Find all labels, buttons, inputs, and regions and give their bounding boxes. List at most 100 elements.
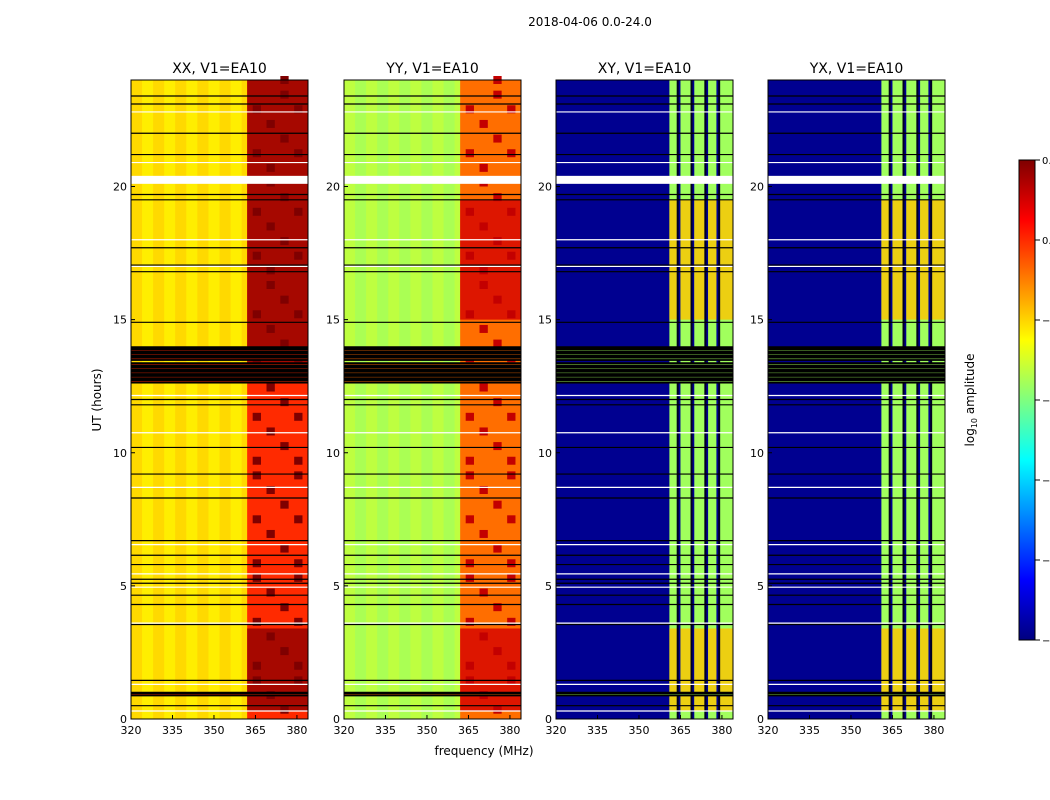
y-tick-label: 20 [326, 181, 340, 194]
rfi-speckle [252, 149, 261, 158]
rfi-band-bright [920, 628, 929, 712]
rfi-speckle [252, 251, 261, 260]
rfi-speckle [493, 237, 502, 246]
x-tick-label: 350 [840, 724, 861, 737]
x-tick-label: 380 [286, 724, 307, 737]
rfi-speckle [493, 295, 502, 304]
y-tick-label: 0 [120, 713, 127, 726]
flagged-time-block [344, 175, 521, 184]
rfi-speckle [280, 295, 289, 304]
rfi-speckle [465, 471, 474, 480]
rfi-speckle [252, 661, 261, 670]
y-tick-label: 10 [326, 447, 340, 460]
rfi-speckle [507, 661, 516, 670]
rfi-speckle [280, 339, 289, 348]
rfi-speckle [280, 500, 289, 509]
rfi-speckle [266, 281, 275, 290]
rfi-speckle [294, 617, 303, 626]
rfi-band-bright [881, 628, 890, 712]
rfi-speckle [294, 661, 303, 670]
flagged-time-block [556, 175, 733, 184]
panel-title: XX, V1=EA10 [172, 61, 267, 77]
rfi-speckle [465, 617, 474, 626]
axes-frame [343, 79, 522, 720]
rfi-speckle [294, 310, 303, 319]
flagged-time-block [131, 175, 308, 184]
colorbar-gradient [1018, 159, 1036, 641]
y-tick-label: 0 [545, 713, 552, 726]
rfi-speckle [493, 339, 502, 348]
rfi-speckle [465, 515, 474, 524]
y-tick-label: 10 [113, 447, 127, 460]
y-tick-label: 10 [538, 447, 552, 460]
x-tick-label: 380 [499, 724, 520, 737]
rfi-band-bright [931, 628, 945, 712]
rfi-speckle [252, 456, 261, 465]
rfi-speckle [294, 456, 303, 465]
x-tick-label: 365 [882, 724, 903, 737]
colorbar-tick-label: −2.5 [1042, 636, 1050, 647]
rfi-speckle [493, 500, 502, 509]
y-tick-label: 5 [333, 580, 340, 593]
flagged-time-block [768, 346, 945, 361]
colorbar-tick-label: −0.5 [1042, 316, 1050, 327]
y-tick-label: 20 [113, 181, 127, 194]
x-tick-label: 335 [587, 724, 608, 737]
heatmap-panel: YY, V1=EA10 320 335 350 365 380 0 5 10 15 20 [326, 61, 522, 737]
flagged-time-block [768, 175, 945, 184]
y-tick-label: 5 [545, 580, 552, 593]
rfi-speckle [252, 515, 261, 524]
rfi-speckle [507, 251, 516, 260]
rfi-speckle [479, 222, 488, 231]
rfi-speckle [266, 222, 275, 231]
rfi-speckle [280, 134, 289, 143]
y-tick-label: 20 [538, 181, 552, 194]
rfi-speckle [252, 105, 261, 114]
rfi-band-bright [719, 199, 733, 320]
rfi-band-bright [708, 199, 717, 320]
rfi-speckle [280, 544, 289, 553]
rfi-speckle [280, 193, 289, 202]
rfi-speckle [280, 647, 289, 656]
rfi-speckle [507, 412, 516, 421]
rfi-speckle [479, 266, 488, 275]
colorbar-label-rest: amplitude [963, 354, 977, 418]
rfi-band-bright [920, 199, 929, 320]
rfi-speckle [507, 515, 516, 524]
heatmap-panel: XY, V1=EA10 320 335 350 365 380 0 5 10 15 20 [538, 61, 734, 737]
colorbar-tick-label: −1.5 [1042, 476, 1050, 487]
rfi-speckle [479, 427, 488, 436]
colorbar-tick-label: −1.0 [1042, 396, 1050, 407]
y-tick-label: 15 [750, 314, 764, 327]
rfi-speckle [280, 398, 289, 407]
rfi-speckle [266, 266, 275, 275]
rfi-speckle [493, 398, 502, 407]
flagged-time-block [131, 346, 308, 361]
x-tick-label: 365 [245, 724, 266, 737]
rfi-speckle [252, 412, 261, 421]
rfi-band-bright [906, 199, 918, 320]
rfi-speckle [507, 559, 516, 568]
colorbar-label-sub: 10 [970, 418, 979, 428]
rfi-speckle [294, 412, 303, 421]
rfi-speckle [266, 632, 275, 641]
rfi-speckle [479, 486, 488, 495]
rfi-speckle [479, 632, 488, 641]
rfi-band-bright [881, 199, 890, 320]
rfi-speckle [252, 559, 261, 568]
rfi-speckle [252, 573, 261, 582]
x-tick-label: 365 [670, 724, 691, 737]
rfi-speckle [493, 705, 502, 714]
x-tick-label: 350 [203, 724, 224, 737]
rfi-speckle [479, 119, 488, 128]
x-tick-label: 320 [334, 724, 355, 737]
rfi-speckle [465, 412, 474, 421]
x-tick-label: 320 [121, 724, 142, 737]
rfi-speckle [266, 427, 275, 436]
panel-title: YX, V1=EA10 [809, 61, 904, 77]
axes-frame [767, 79, 946, 720]
rfi-speckle [252, 471, 261, 480]
flagged-time-block [344, 346, 521, 361]
